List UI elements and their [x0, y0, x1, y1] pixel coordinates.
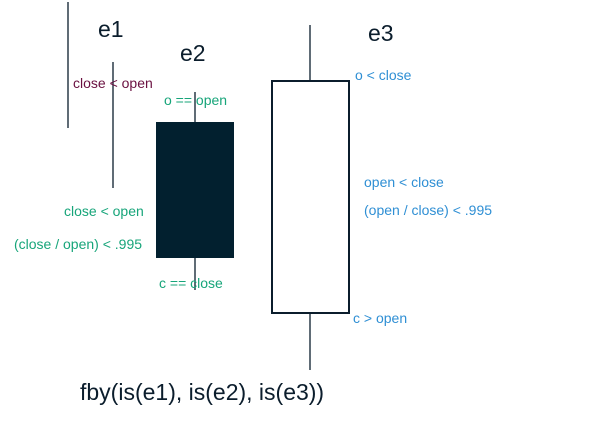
e2-close-lt-open-label: close < open: [64, 203, 144, 219]
e2-close-label: c == close: [159, 275, 223, 291]
pattern-formula: fby(is(e1), is(e2), is(e3)): [80, 379, 324, 405]
e2-candle-body: [156, 122, 234, 258]
heading-e1: e1: [98, 16, 124, 42]
e1-condition-label: close < open: [73, 75, 153, 91]
e3-candle-body: [271, 80, 350, 314]
e3-open-lt-close-label: open < close: [364, 174, 444, 190]
heading-e2: e2: [180, 40, 206, 66]
e2-open-label: o == open: [164, 92, 227, 108]
e3-close-label: c > open: [353, 310, 407, 326]
e3-open-label: o < close: [355, 67, 412, 83]
e3-ratio-label: (open / close) < .995: [364, 202, 492, 218]
e2-ratio-label: (close / open) < .995: [14, 236, 142, 252]
heading-e3: e3: [368, 20, 394, 46]
